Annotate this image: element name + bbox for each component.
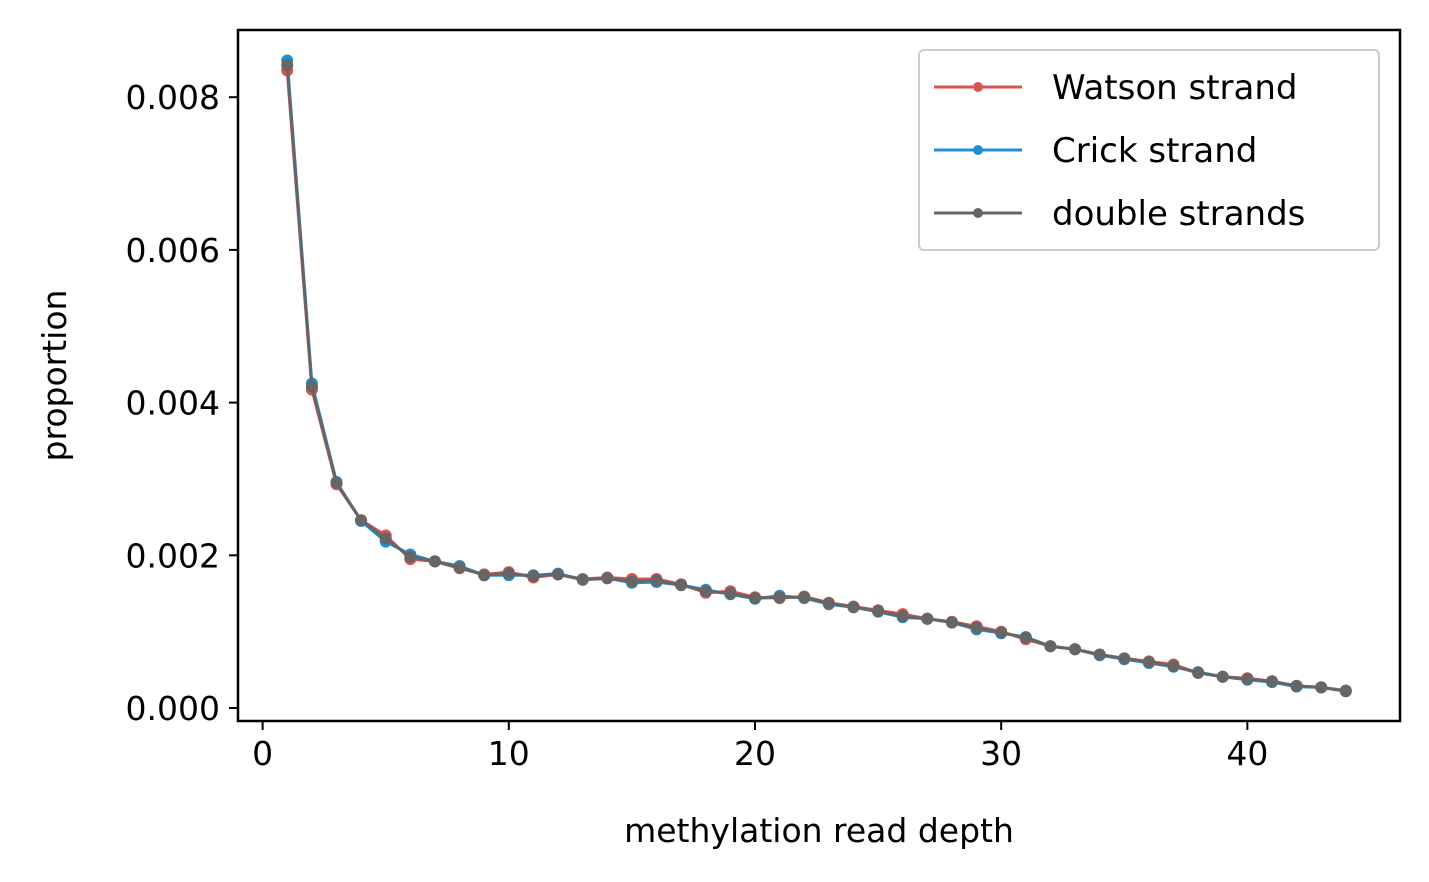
x-tick-label: 10 bbox=[488, 734, 530, 773]
legend: Watson strand Crick strand double strands bbox=[918, 49, 1380, 251]
data-point bbox=[552, 568, 564, 581]
plot-area bbox=[281, 54, 1352, 698]
data-point bbox=[945, 616, 958, 629]
legend-item: Watson strand bbox=[934, 68, 1297, 108]
data-point bbox=[1315, 681, 1328, 694]
legend-label: Watson strand bbox=[1052, 68, 1297, 108]
data-point bbox=[699, 585, 712, 598]
data-point bbox=[601, 572, 614, 585]
data-point bbox=[724, 587, 737, 600]
y-tick-label: 0.000 bbox=[126, 689, 220, 728]
legend-swatch-marker bbox=[973, 208, 983, 218]
data-point bbox=[822, 597, 835, 610]
series-2 bbox=[281, 59, 1352, 698]
y-tick-label: 0.004 bbox=[126, 384, 220, 423]
data-point bbox=[1044, 640, 1057, 653]
data-point bbox=[970, 621, 983, 634]
x-tick-label: 30 bbox=[980, 734, 1022, 773]
data-point bbox=[1290, 679, 1303, 692]
axes: 0 10 20 30 40 0.000 0.002 0.004 0.006 0.008 bbox=[126, 28, 1402, 773]
data-point bbox=[921, 612, 934, 625]
data-point bbox=[305, 380, 318, 393]
y-axis-label: proportion bbox=[35, 290, 74, 462]
legend-box bbox=[918, 49, 1380, 251]
data-point bbox=[1167, 660, 1180, 672]
x-axis-label: methylation read depth bbox=[624, 811, 1014, 850]
data-point bbox=[995, 626, 1008, 639]
data-point bbox=[1339, 685, 1352, 698]
data-point bbox=[1266, 675, 1278, 688]
axes-frame bbox=[236, 28, 1402, 723]
data-point bbox=[1192, 666, 1205, 679]
data-point bbox=[872, 605, 885, 618]
data-point bbox=[502, 567, 515, 580]
data-point bbox=[281, 59, 294, 72]
data-point bbox=[625, 575, 638, 588]
data-point bbox=[1241, 673, 1254, 685]
data-point bbox=[1069, 643, 1081, 656]
y-tick-label: 0.006 bbox=[126, 231, 220, 270]
legend-label: Crick strand bbox=[1052, 131, 1257, 171]
data-point bbox=[650, 574, 663, 587]
legend-item: double strands bbox=[934, 194, 1305, 234]
data-point bbox=[1142, 656, 1155, 669]
data-point bbox=[749, 592, 761, 605]
y-tick-label: 0.008 bbox=[126, 78, 220, 117]
y-tick-label: 0.002 bbox=[126, 536, 220, 575]
data-point bbox=[896, 610, 909, 623]
data-point bbox=[527, 569, 540, 582]
data-point bbox=[404, 550, 417, 563]
data-point bbox=[675, 579, 688, 592]
data-point bbox=[330, 476, 343, 489]
legend-item: Crick strand bbox=[934, 131, 1257, 171]
data-point bbox=[576, 573, 589, 586]
data-point bbox=[379, 532, 392, 545]
data-point bbox=[773, 591, 786, 604]
legend-swatch-marker bbox=[973, 145, 983, 155]
data-point bbox=[1019, 631, 1032, 644]
data-point bbox=[478, 569, 491, 582]
legend-swatch-marker bbox=[973, 82, 983, 92]
x-tick-label: 20 bbox=[734, 734, 776, 773]
data-point bbox=[1216, 670, 1229, 683]
data-point bbox=[1093, 648, 1106, 661]
data-point bbox=[453, 561, 466, 574]
data-point bbox=[798, 591, 811, 604]
legend-label: double strands bbox=[1052, 194, 1305, 234]
data-point bbox=[428, 555, 441, 568]
data-point bbox=[1118, 652, 1131, 665]
x-tick-label: 0 bbox=[252, 734, 273, 773]
data-point bbox=[355, 514, 368, 527]
data-point bbox=[847, 601, 860, 614]
x-tick-label: 40 bbox=[1226, 734, 1268, 773]
